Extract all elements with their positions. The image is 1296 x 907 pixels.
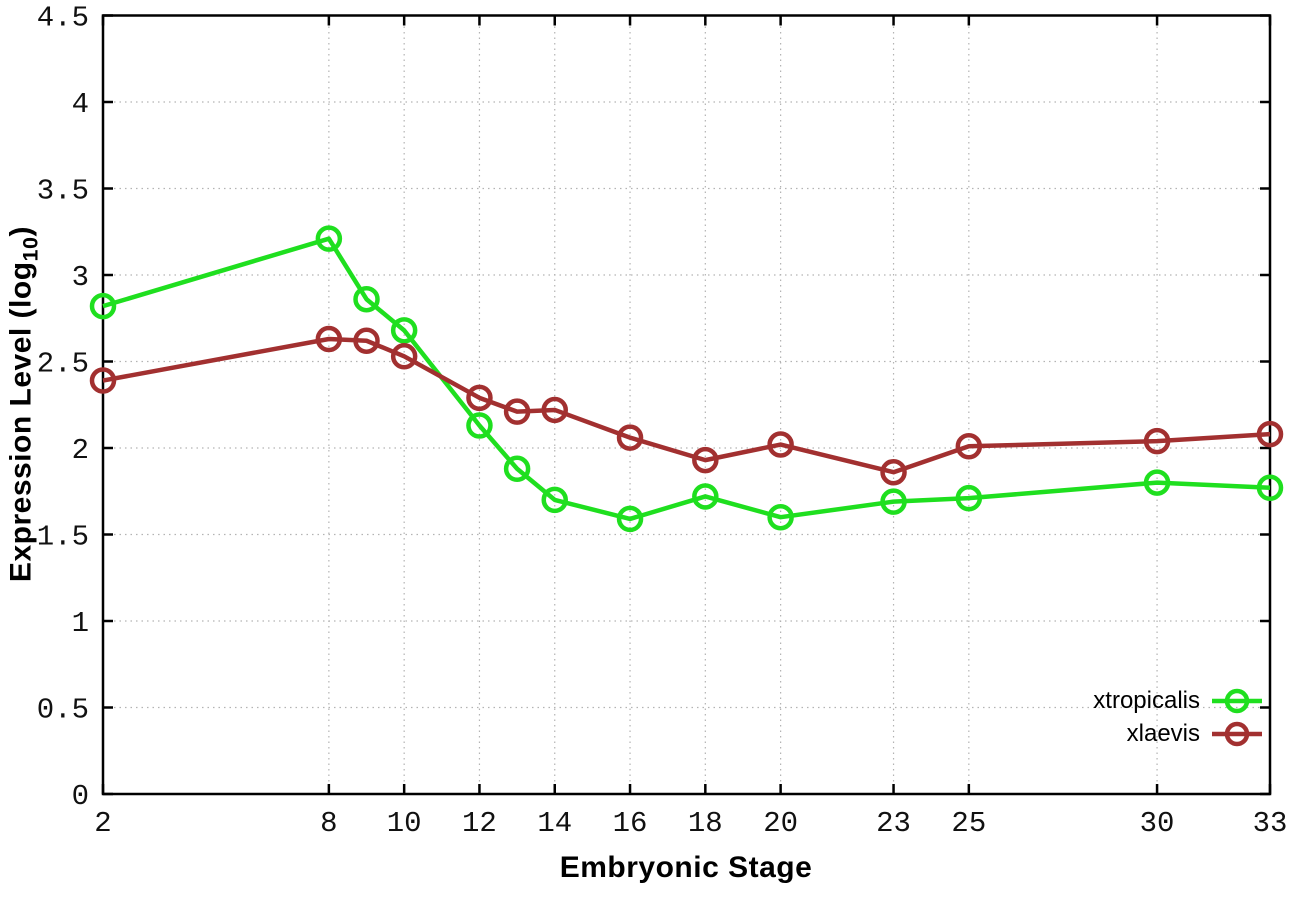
- legend-point-sample: [1224, 721, 1250, 746]
- data-point-xlaevis: [955, 433, 983, 460]
- data-point-xtropicalis: [315, 225, 343, 252]
- data-point-xlaevis: [541, 396, 568, 424]
- y-axis-title-suffix: ): [4, 225, 38, 237]
- data-point-xtropicalis: [390, 317, 418, 344]
- y-tick-label: 3.5: [37, 175, 89, 208]
- x-tick-label: 8: [320, 807, 337, 840]
- data-point-xtropicalis: [692, 483, 719, 510]
- y-tick-label: 3: [72, 261, 89, 294]
- data-point-xlaevis: [880, 458, 907, 486]
- legend-marker-xlaevis: [1212, 721, 1262, 746]
- plot-border: [101, 14, 1272, 796]
- data-point-xtropicalis: [616, 505, 644, 533]
- x-tick-label: 20: [763, 807, 798, 840]
- x-tick-labels: 2 8 10 12 14 16 18 20 23 25 30 33: [94, 807, 1287, 840]
- data-point-xlaevis: [1256, 420, 1284, 448]
- x-tick-label: 2: [94, 807, 111, 840]
- y-tick-label: 1: [72, 607, 89, 640]
- data-point-xlaevis: [466, 384, 493, 412]
- gridlines: [103, 15, 1270, 794]
- axis-ticks: [101, 14, 1272, 796]
- series-xtropicalis: [89, 225, 1284, 533]
- y-tick-label: 2: [72, 434, 89, 467]
- y-tick-label: 1.5: [37, 521, 89, 554]
- y-tick-label: 0: [72, 780, 89, 813]
- legend: xtropicalis xlaevis: [1093, 685, 1264, 749]
- y-tick-label: 4.5: [37, 2, 89, 35]
- y-tick-label: 4: [72, 88, 89, 121]
- data-point-xtropicalis: [503, 455, 531, 483]
- data-point-xlaevis: [692, 446, 719, 474]
- series-line-xlaevis: [102, 336, 1271, 475]
- series-xlaevis: [89, 325, 1284, 486]
- data-point-xlaevis: [89, 367, 117, 394]
- y-tick-label: 0.5: [37, 694, 89, 727]
- data-point-xlaevis: [1143, 427, 1171, 455]
- legend-marker-xtropicalis: [1212, 688, 1262, 713]
- data-point-xtropicalis: [880, 488, 907, 515]
- data-point-xtropicalis: [89, 292, 117, 320]
- x-tick-label: 25: [951, 807, 986, 840]
- data-point-xtropicalis: [767, 503, 794, 531]
- data-point-xlaevis: [503, 398, 531, 425]
- x-axis-title: Embryonic Stage: [559, 851, 813, 884]
- data-point-xtropicalis: [955, 484, 983, 512]
- data-point-xlaevis: [390, 343, 418, 370]
- x-tick-label: 33: [1253, 807, 1288, 840]
- x-tick-label: 30: [1140, 807, 1175, 840]
- x-tick-label: 10: [387, 807, 422, 840]
- legend-item-xtropicalis: xtropicalis: [1093, 685, 1264, 716]
- x-tick-label: 23: [876, 807, 911, 840]
- data-point-xtropicalis: [541, 486, 568, 514]
- y-tick-labels: 0 0.5 1 1.5 2 2.5 3 3.5 4 4.5: [37, 2, 89, 814]
- data-point-xlaevis: [616, 424, 644, 451]
- data-point-xtropicalis: [466, 412, 493, 439]
- legend-label-xlaevis: xlaevis: [1126, 719, 1200, 747]
- data-point-xlaevis: [315, 325, 343, 353]
- x-tick-label: 18: [688, 807, 723, 840]
- series-line-xtropicalis: [102, 236, 1271, 522]
- legend-label-xtropicalis: xtropicalis: [1093, 686, 1200, 714]
- x-tick-label: 14: [537, 807, 572, 840]
- y-tick-label: 2.5: [37, 348, 89, 381]
- y-axis-title-text: Expression Level (log: [4, 261, 38, 583]
- legend-point-sample: [1224, 688, 1250, 713]
- legend-item-xlaevis: xlaevis: [1127, 718, 1264, 749]
- y-axis-title: Expression Level (log10): [5, 226, 44, 582]
- data-point-xlaevis: [767, 431, 794, 458]
- data-point-xtropicalis: [1143, 469, 1171, 496]
- x-tick-label: 12: [462, 807, 497, 840]
- x-tick-label: 16: [613, 807, 648, 840]
- data-point-xlaevis: [353, 327, 380, 354]
- y-axis-title-subscript: 10: [17, 236, 43, 262]
- data-point-xtropicalis: [1256, 474, 1284, 502]
- data-point-xtropicalis: [353, 285, 380, 313]
